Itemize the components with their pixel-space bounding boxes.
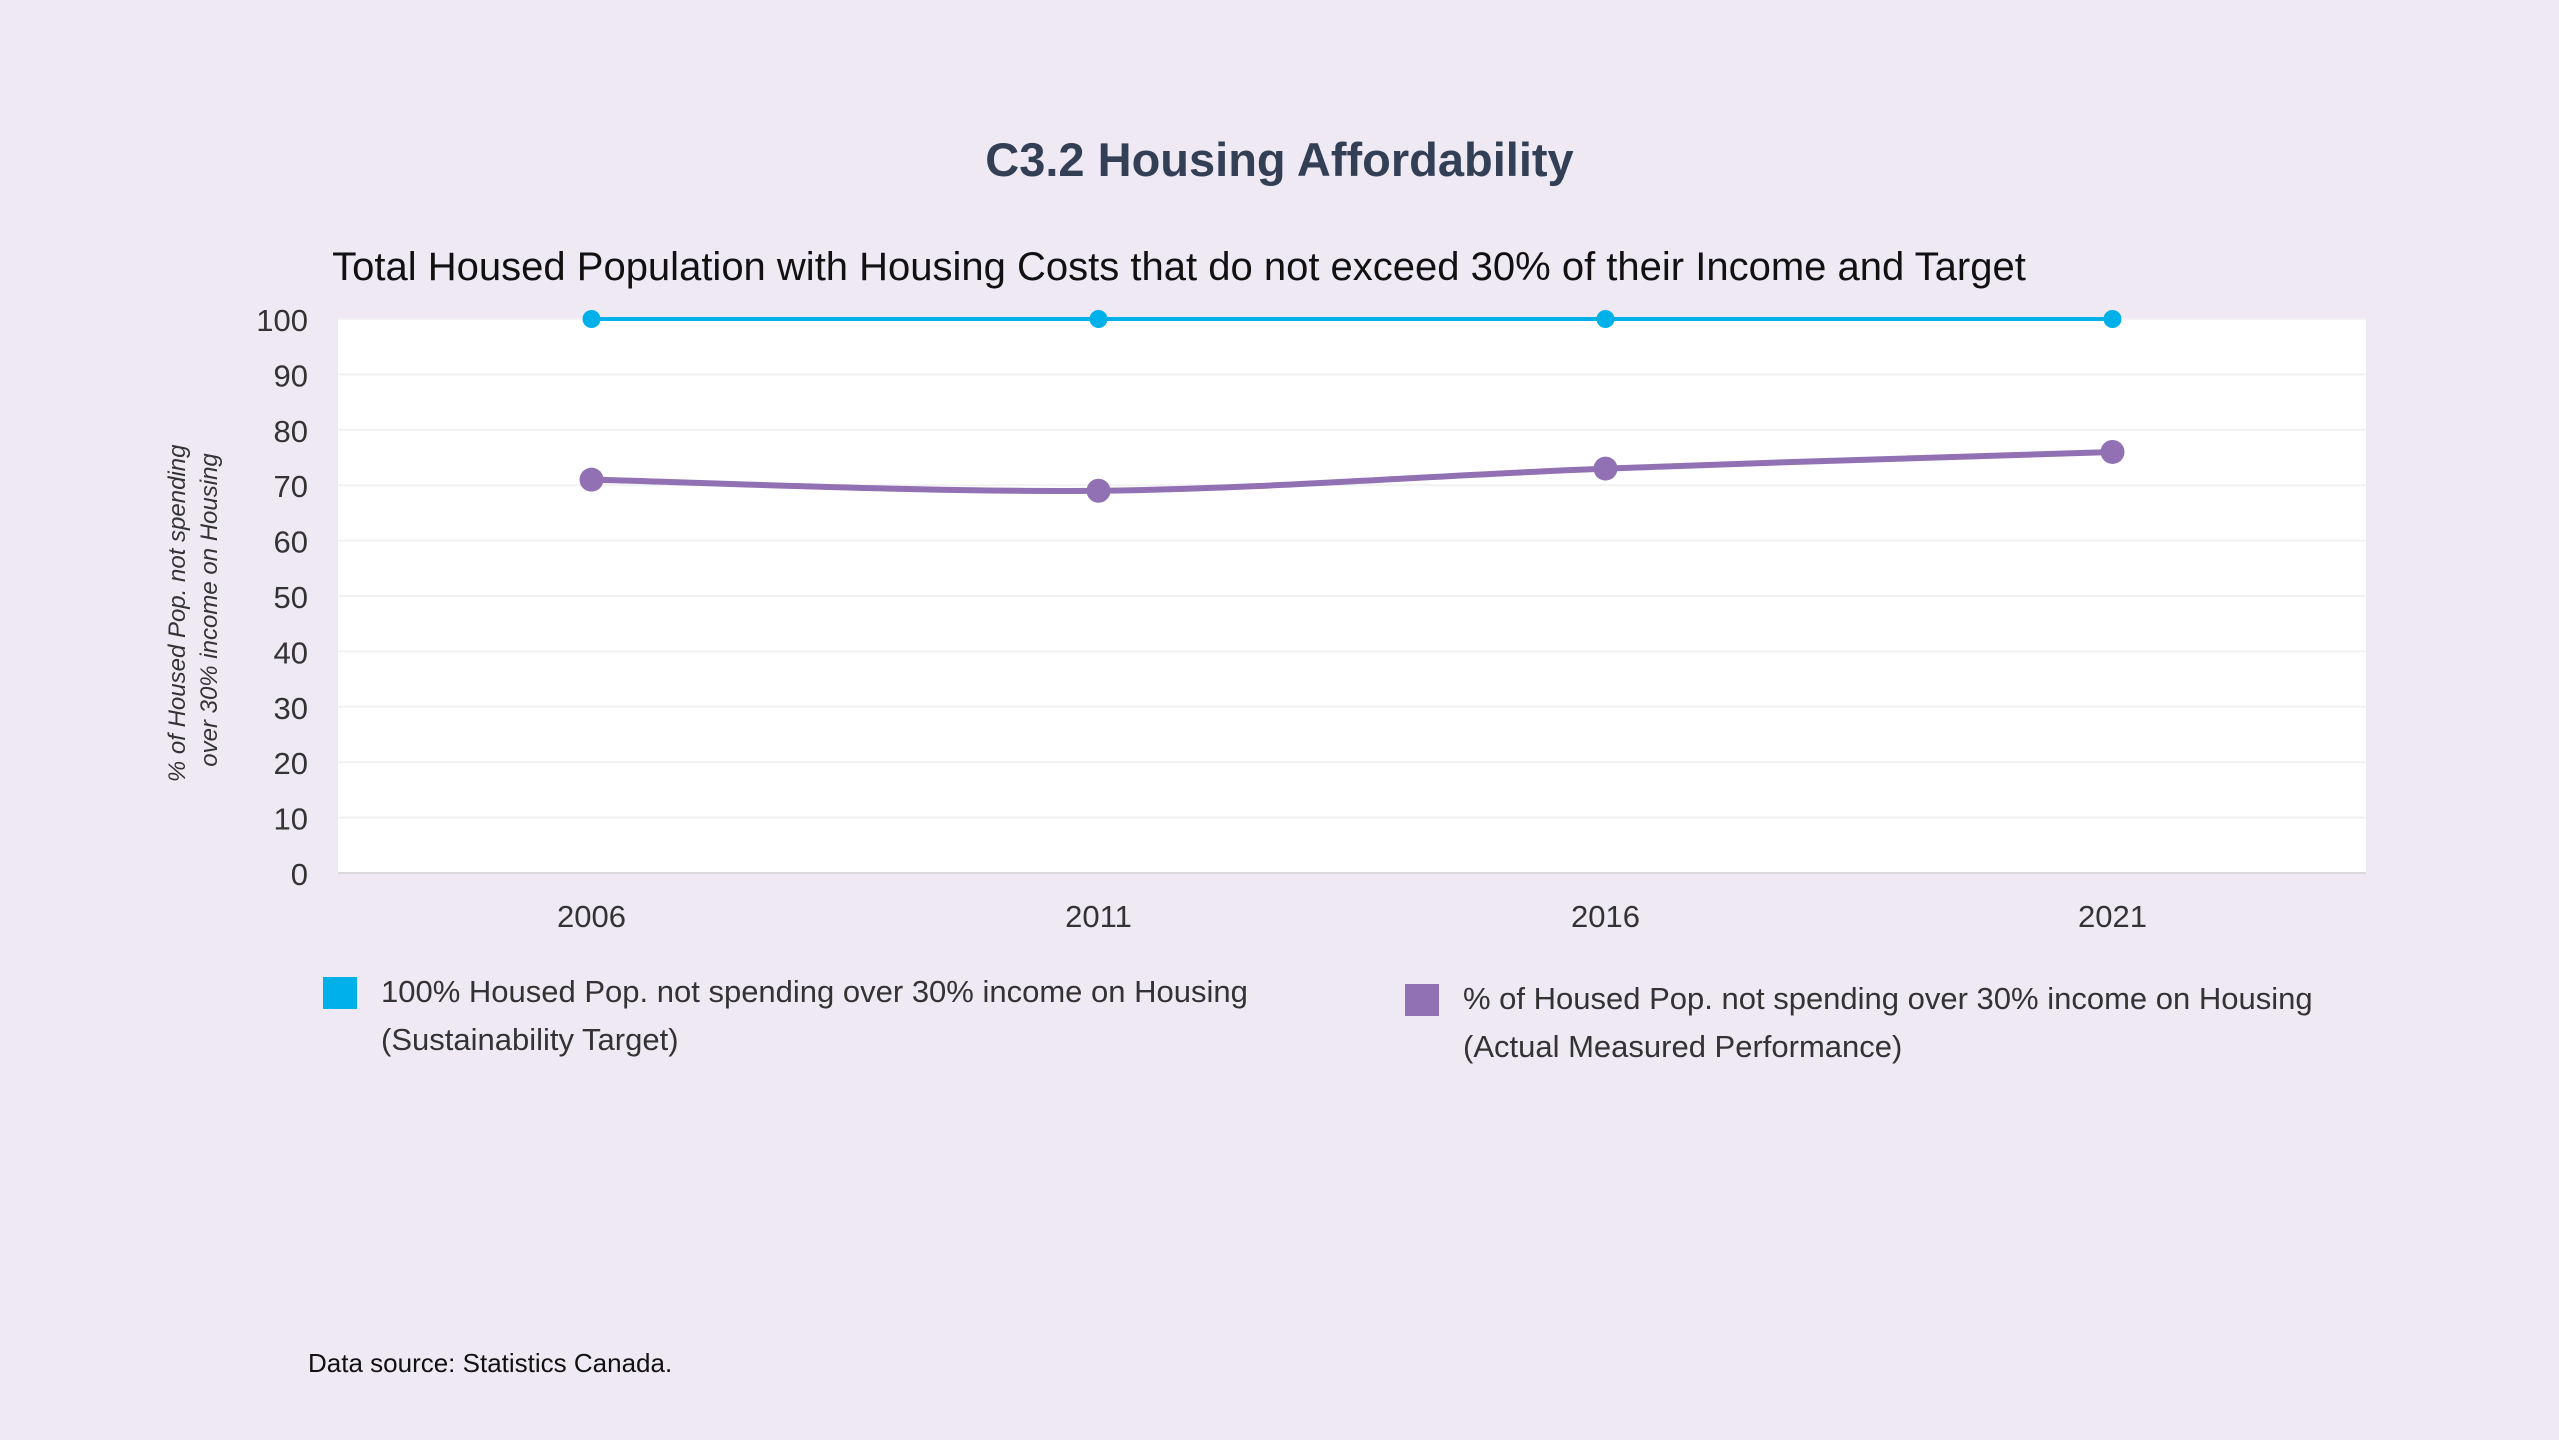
x-tick-labels: 2006 2011 2016 2021 [557, 899, 2147, 934]
legend-swatch-target [323, 977, 357, 1009]
legend-label-actual: % of Housed Pop. not spending over 30% i… [1463, 981, 2313, 1064]
series-group [579, 310, 2125, 503]
data-point-actual-2016 [1593, 456, 1618, 481]
y-tick-label: 100 [256, 303, 308, 338]
legend-item-target: 100% Housed Pop. not spending over 30% i… [323, 974, 1248, 1064]
data-point-actual-2011 [1086, 478, 1111, 503]
x-tick-label: 2011 [1065, 899, 1132, 934]
y-tick-label: 40 [274, 635, 308, 670]
series-line-actual [591, 448, 2113, 494]
y-tick-label: 0 [291, 857, 308, 892]
data-point-actual-2021 [2100, 439, 2125, 464]
data-point-actual-2006 [579, 467, 604, 492]
y-tick-label: 80 [274, 414, 308, 449]
page-title: C3.2 Housing Affordability [985, 133, 1574, 186]
y-tick-label: 60 [274, 525, 308, 560]
y-tick-label: 70 [274, 469, 308, 504]
legend-label-target: 100% Housed Pop. not spending over 30% i… [381, 974, 1248, 1057]
data-point-target-2006 [582, 310, 601, 328]
gridlines [338, 318, 2366, 819]
source-note: Data source: Statistics Canada. [308, 1348, 673, 1378]
y-tick-label: 50 [274, 580, 308, 615]
y-tick-label: 30 [274, 691, 308, 726]
y-tick-labels: 0 10 20 30 40 50 60 70 80 90 100 [256, 303, 308, 892]
x-tick-label: 2021 [2078, 899, 2147, 934]
x-tick-label: 2016 [1571, 899, 1640, 934]
legend-item-actual: % of Housed Pop. not spending over 30% i… [1405, 981, 2313, 1071]
data-point-target-2016 [1596, 310, 1615, 328]
data-point-target-2021 [2103, 310, 2122, 328]
x-tick-label: 2006 [557, 899, 626, 934]
y-tick-label: 90 [274, 358, 308, 393]
data-point-target-2011 [1089, 310, 1108, 328]
y-tick-label: 10 [274, 802, 308, 837]
y-axis-label: % of Housed Pop. not spending over 30% i… [164, 438, 223, 782]
y-tick-label: 20 [274, 746, 308, 781]
chart-title: Total Housed Population with Housing Cos… [332, 245, 2026, 289]
legend-swatch-actual [1405, 984, 1439, 1016]
